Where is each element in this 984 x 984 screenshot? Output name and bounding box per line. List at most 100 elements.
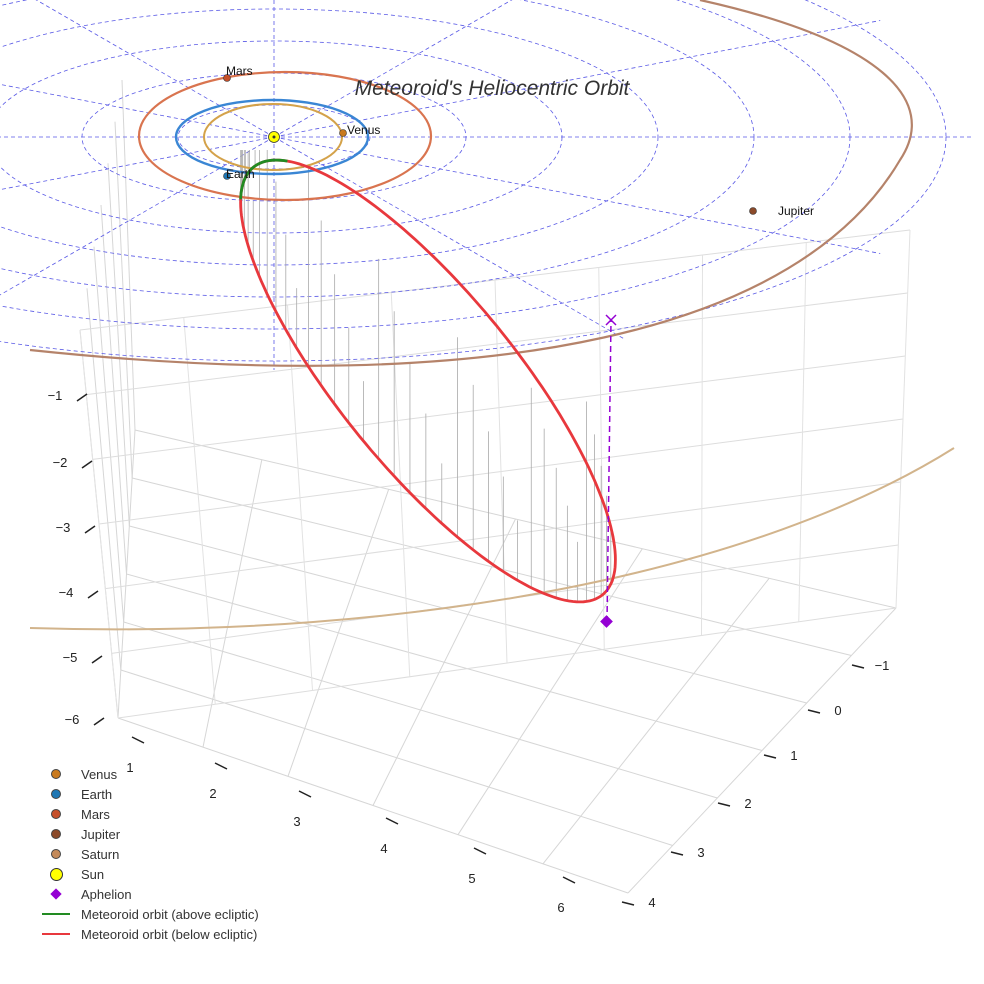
saturn-orbit xyxy=(29,447,955,631)
x-tick-mark xyxy=(131,736,145,744)
legend-item: Aphelion xyxy=(40,884,259,904)
legend-item: Earth xyxy=(40,784,259,804)
legend-item: Jupiter xyxy=(40,824,259,844)
legend-label: Aphelion xyxy=(81,886,132,902)
diamond-swatch xyxy=(50,888,62,900)
z-tick-mark xyxy=(87,590,99,599)
legend-item: Saturn xyxy=(40,844,259,864)
grid-line xyxy=(120,669,673,846)
x-tick-label: 6 xyxy=(557,900,564,915)
meteoroid-orbit-above-ecliptic xyxy=(239,158,288,200)
line-swatch xyxy=(42,913,70,915)
x-tick-label: 5 xyxy=(468,871,475,886)
z-tick-label: −3 xyxy=(56,520,71,535)
z-tick-mark xyxy=(76,393,88,402)
legend: Venus Earth Mars Jupiter Saturn Sun Aphelion Me… xyxy=(40,764,259,944)
y-tick-mark xyxy=(717,802,731,807)
legend-label: Meteoroid orbit (above ecliptic) xyxy=(81,906,259,922)
y-tick-label: −1 xyxy=(875,658,890,673)
x-tick-label: 2 xyxy=(209,786,216,801)
y-tick-label: 2 xyxy=(744,796,751,811)
legend-symbol xyxy=(40,844,72,864)
x-tick-label: 4 xyxy=(380,841,387,856)
mars-marker xyxy=(223,74,231,82)
x-tick-mark xyxy=(214,762,228,770)
legend-symbol xyxy=(40,884,72,904)
grid-line xyxy=(287,304,313,691)
earth-label: Earth xyxy=(226,167,255,181)
legend-symbol xyxy=(40,804,72,824)
grid-line xyxy=(134,429,897,609)
grid-line xyxy=(183,317,216,705)
z-tick-label: −1 xyxy=(48,388,63,403)
grid-line xyxy=(86,288,122,671)
z-tick-label: −2 xyxy=(53,455,68,470)
y-tick-label: 3 xyxy=(697,845,704,860)
z-tick-mark xyxy=(91,655,103,664)
legend-label: Saturn xyxy=(81,846,120,862)
chart-title: Meteoroid's Heliocentric Orbit xyxy=(355,77,631,100)
orbit-drop-lines xyxy=(240,150,612,602)
grid-line xyxy=(123,621,718,799)
jupiter-marker xyxy=(749,207,757,215)
sun-center xyxy=(272,135,276,139)
meteoroid-orbit-below-ecliptic xyxy=(239,158,617,604)
z-tick-mark xyxy=(93,717,105,726)
legend-symbol xyxy=(40,924,72,944)
legend-symbol xyxy=(40,864,72,884)
ecliptic-ring xyxy=(0,0,947,362)
legend-item: Mars xyxy=(40,804,259,824)
x-tick-label: 1 xyxy=(126,760,133,775)
grid-line xyxy=(100,204,127,575)
y-tick-mark xyxy=(851,664,865,669)
jupiter-orbit xyxy=(29,0,913,367)
legend-label: Mars xyxy=(81,806,110,822)
dot-swatch xyxy=(51,829,61,839)
planet-markers: Mars Venus Earth Jupiter xyxy=(223,64,814,628)
y-tick-mark xyxy=(807,709,821,714)
legend-item: Venus xyxy=(40,764,259,784)
legend-item: Meteoroid orbit (above ecliptic) xyxy=(40,904,259,924)
dot-swatch xyxy=(51,849,61,859)
axis-ticks: −1 −2 −3 −4 −5 −6 1 2 3 4 5 6 −1 0 1 2 3 4 xyxy=(48,388,890,915)
y-tick-mark xyxy=(621,901,635,906)
planet-orbits xyxy=(29,0,955,631)
venus-marker xyxy=(339,129,347,137)
earth-marker xyxy=(223,172,231,180)
ecliptic-ring xyxy=(0,0,851,330)
ecliptic-spoke xyxy=(273,20,881,138)
axes-grid xyxy=(79,79,911,894)
grid-line xyxy=(798,242,807,622)
ecliptic-spoke xyxy=(0,83,275,138)
x-tick-mark xyxy=(385,817,399,825)
legend-label: Meteoroid orbit (below ecliptic) xyxy=(81,926,258,942)
legend-symbol xyxy=(40,764,72,784)
dot-swatch xyxy=(51,809,61,819)
jupiter-label: Jupiter xyxy=(778,204,814,218)
legend-label: Earth xyxy=(81,786,113,802)
meteoroid-orbit xyxy=(239,158,617,604)
y-tick-label: 0 xyxy=(834,703,841,718)
x-tick-mark xyxy=(473,847,487,855)
z-tick-label: −4 xyxy=(59,585,74,600)
legend-item: Sun xyxy=(40,864,259,884)
legend-symbol xyxy=(40,904,72,924)
grid-line xyxy=(121,79,136,431)
earth-orbit xyxy=(174,98,370,176)
z-tick-mark xyxy=(84,525,96,534)
sun-swatch xyxy=(49,867,63,881)
y-tick-label: 4 xyxy=(648,895,655,910)
y-tick-label: 1 xyxy=(790,748,797,763)
ecliptic-spoke xyxy=(273,136,625,340)
legend-symbol xyxy=(40,824,72,844)
mars-orbit xyxy=(137,70,433,202)
z-tick-mark xyxy=(81,460,93,469)
aphelion-projection-line xyxy=(606,319,612,623)
legend-label: Sun xyxy=(81,866,105,882)
line-swatch xyxy=(42,933,70,935)
grid-line xyxy=(114,121,133,479)
grid-line xyxy=(93,246,125,623)
grid-line xyxy=(129,525,807,704)
venus-orbit xyxy=(203,103,343,171)
